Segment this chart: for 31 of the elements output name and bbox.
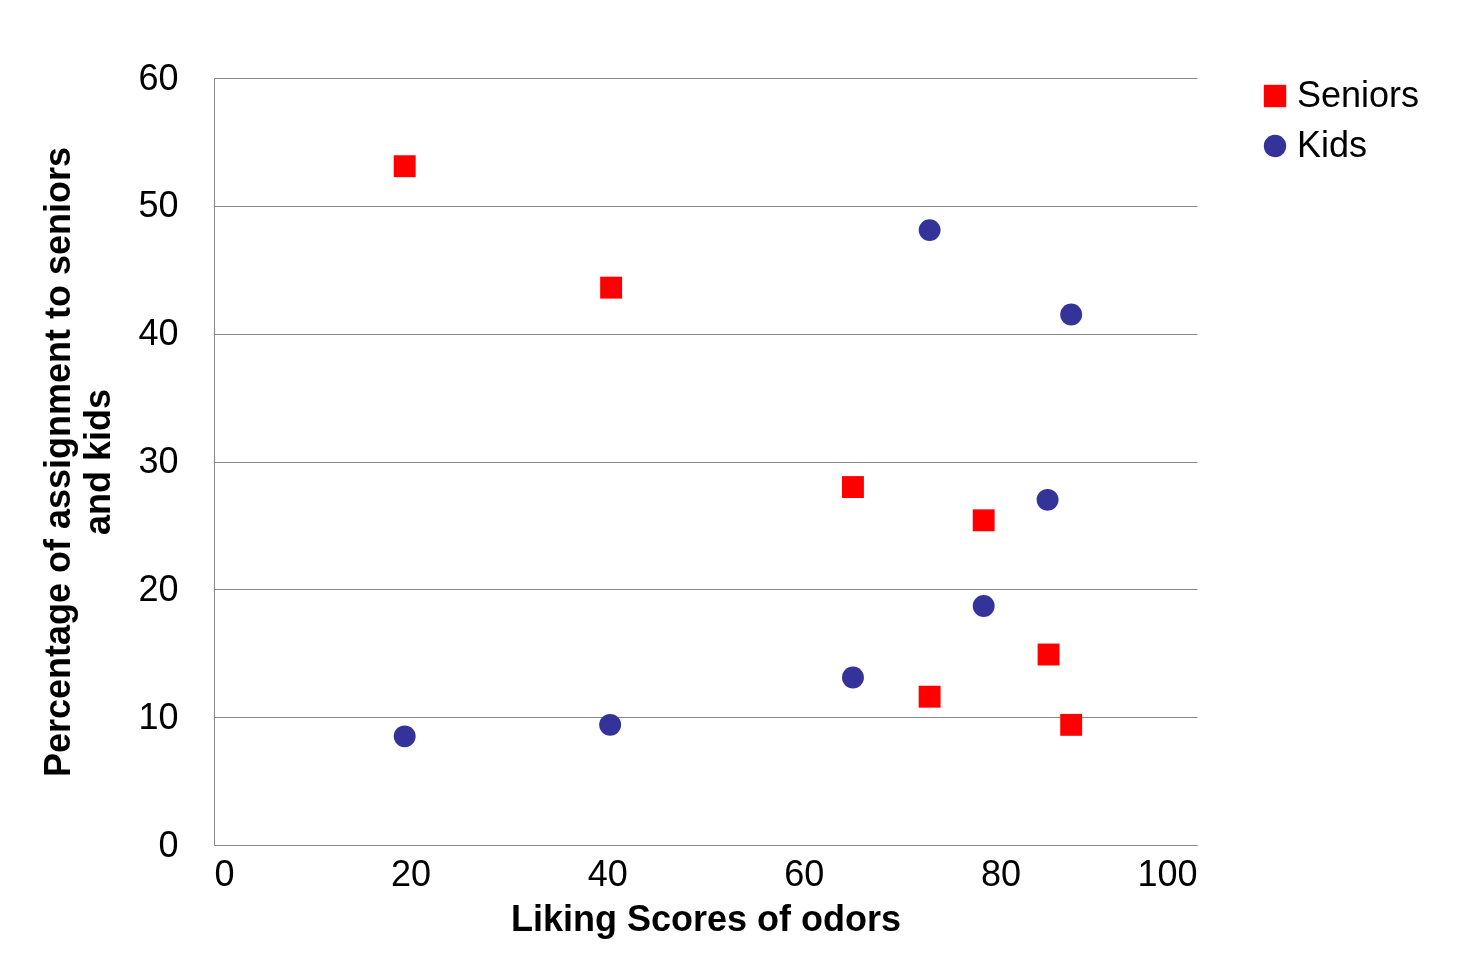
y-tick-label: 30 [138, 440, 179, 481]
y-tick-label: 0 [158, 823, 179, 865]
point [918, 219, 941, 242]
point [1060, 713, 1083, 736]
y-tick-label: 50 [138, 184, 179, 226]
legend-label: Seniors [1297, 74, 1420, 115]
x-tick-label: 100 [1137, 852, 1198, 894]
point [842, 666, 864, 689]
point [842, 476, 864, 499]
y-tick-label: 20 [138, 567, 179, 609]
legend-label: Kids [1297, 124, 1368, 165]
x-tick-label: 60 [784, 852, 825, 894]
x-tick-label: 0 [214, 852, 235, 894]
point [599, 713, 622, 736]
point [918, 685, 941, 708]
point [600, 276, 623, 299]
point [1036, 488, 1059, 511]
x-tick-label: 80 [980, 852, 1021, 894]
y-tick-label: 10 [138, 695, 179, 737]
point [972, 595, 995, 617]
point [393, 155, 416, 178]
point [1037, 643, 1060, 666]
point [1060, 303, 1083, 326]
x-axis-title: Liking Scores of odors [510, 897, 902, 939]
point [393, 725, 416, 748]
x-tick-label: 40 [587, 852, 628, 894]
y-tick-label: 40 [138, 312, 179, 354]
x-tick-label: 20 [391, 852, 432, 894]
y-tick-label: 60 [138, 56, 179, 98]
y-axis-title: Percentage of assignment to seniors and kids [37, 146, 119, 778]
point [972, 509, 995, 532]
